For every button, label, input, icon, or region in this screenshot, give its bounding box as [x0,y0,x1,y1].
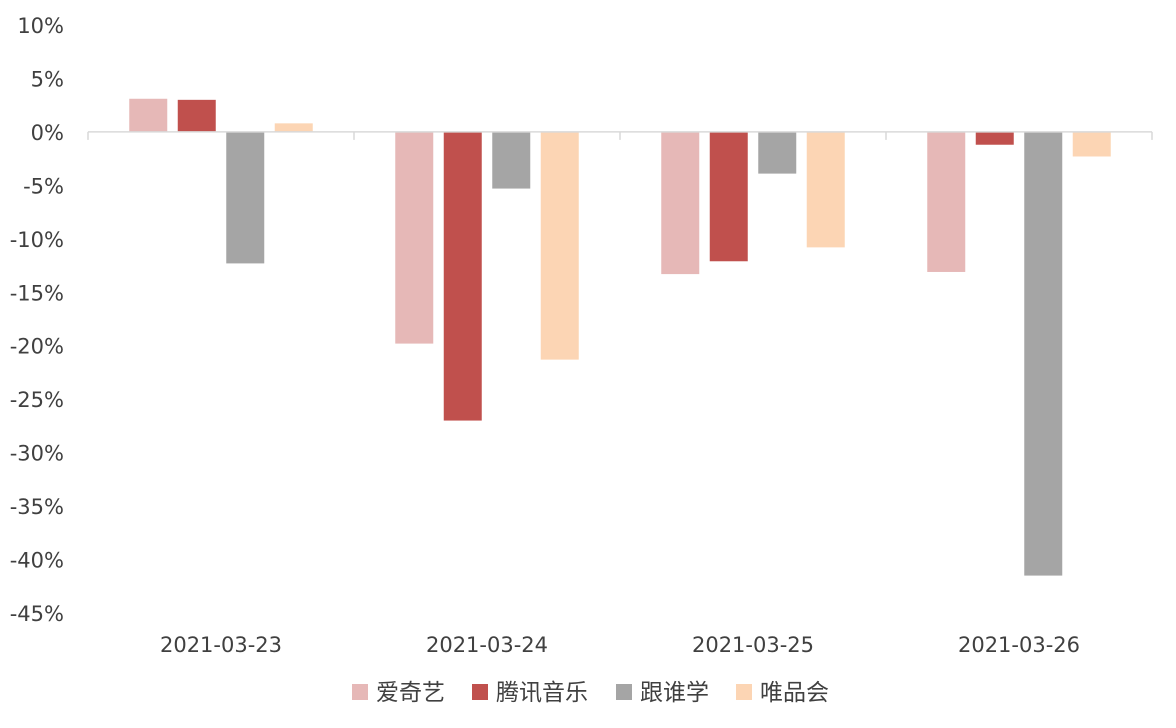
y-tick-label: -25% [10,388,64,412]
bar [1024,131,1063,576]
bar [661,131,700,275]
legend-label: 腾讯音乐 [496,680,588,706]
y-tick-label: -40% [10,549,64,573]
legend-swatch [352,684,368,700]
bar [274,123,313,132]
legend-item: 腾讯音乐 [472,680,588,706]
bar [758,131,797,174]
bar [806,131,845,248]
bar [395,131,434,344]
bar [492,131,531,189]
y-tick-label: -30% [10,442,64,466]
y-tick-label: -5% [23,174,64,198]
bars [129,98,1111,576]
x-category-label: 2021-03-24 [426,633,548,657]
bar [1072,131,1111,157]
y-tick-label: -35% [10,495,64,519]
legend-item: 跟谁学 [616,680,709,706]
y-tick-label: 5% [31,67,64,91]
y-tick-label: -15% [10,281,64,305]
bar [129,98,168,132]
bar [927,131,966,272]
bar [226,131,265,264]
legend-item: 爱奇艺 [352,680,445,706]
bar [540,131,579,360]
x-axis [87,131,1153,140]
x-category-label: 2021-03-26 [958,633,1080,657]
bar [709,131,748,262]
legend-swatch [472,684,488,700]
legend-label: 跟谁学 [640,680,709,706]
bar [177,99,216,132]
x-category-label: 2021-03-23 [160,633,282,657]
legend-item: 唯品会 [736,680,829,706]
bar [443,131,482,421]
x-axis-category-labels: 2021-03-23 2021-03-24 2021-03-25 2021-03-26 [160,633,1080,657]
legend-label: 爱奇艺 [376,680,445,706]
y-tick-label: -45% [10,602,64,626]
y-tick-label: -20% [10,335,64,359]
legend-swatch [616,684,632,700]
legend-label: 唯品会 [760,680,829,706]
x-category-label: 2021-03-25 [692,633,814,657]
y-tick-label: -10% [10,228,64,252]
y-axis-ticks: 10% 5% 0% -5% -10% -15% -20% -25% -30% -35% -40% -4… [10,14,64,626]
y-tick-label: 0% [31,121,64,145]
bar [975,131,1014,145]
legend-swatch [736,684,752,700]
y-tick-label: 10% [17,14,64,38]
legend: 爱奇艺 腾讯音乐 跟谁学 唯品会 [352,680,829,706]
